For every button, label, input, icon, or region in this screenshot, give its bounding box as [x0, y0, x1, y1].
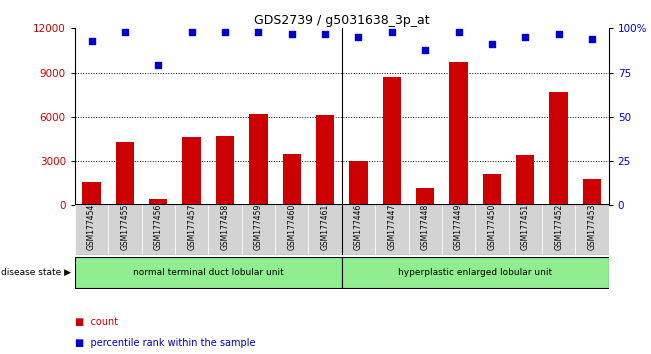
Bar [116, 142, 134, 205]
Bar [182, 137, 201, 205]
Bar [216, 136, 234, 205]
Point [120, 29, 130, 35]
Bar [83, 182, 101, 205]
Bar [483, 175, 501, 205]
Text: GSM177460: GSM177460 [287, 204, 296, 250]
Text: hyperplastic enlarged lobular unit: hyperplastic enlarged lobular unit [398, 268, 552, 277]
Bar [175, 204, 208, 255]
Point [286, 31, 297, 36]
Point [220, 29, 230, 35]
Bar [575, 204, 609, 255]
Text: GSM177457: GSM177457 [187, 204, 196, 250]
Bar [75, 204, 108, 255]
Bar [75, 257, 342, 288]
Bar [309, 204, 342, 255]
Point [186, 29, 197, 35]
Bar [416, 188, 434, 205]
Bar [275, 204, 309, 255]
Point [353, 34, 364, 40]
Bar [508, 204, 542, 255]
Point [487, 41, 497, 47]
Point [153, 63, 163, 68]
Text: ■  percentile rank within the sample: ■ percentile rank within the sample [75, 338, 255, 348]
Bar [342, 204, 375, 255]
Text: GSM177451: GSM177451 [521, 204, 530, 250]
Point [320, 31, 330, 36]
Point [553, 31, 564, 36]
Text: disease state ▶: disease state ▶ [1, 268, 71, 277]
Bar [350, 161, 368, 205]
Point [453, 29, 464, 35]
Text: GSM177454: GSM177454 [87, 204, 96, 250]
Bar [249, 114, 268, 205]
Bar [149, 199, 167, 205]
Bar [442, 204, 475, 255]
Bar [383, 77, 401, 205]
Bar [283, 154, 301, 205]
Text: GSM177449: GSM177449 [454, 204, 463, 250]
Bar [375, 204, 409, 255]
Title: GDS2739 / g5031638_3p_at: GDS2739 / g5031638_3p_at [254, 14, 430, 27]
Text: GSM177461: GSM177461 [320, 204, 329, 250]
Bar [583, 179, 601, 205]
Text: GSM177446: GSM177446 [354, 204, 363, 250]
Bar [549, 92, 568, 205]
Bar [542, 204, 575, 255]
Bar [449, 62, 467, 205]
Bar [142, 204, 175, 255]
Bar [475, 204, 508, 255]
Text: GSM177452: GSM177452 [554, 204, 563, 250]
Bar [208, 204, 242, 255]
Point [87, 38, 97, 44]
Text: ■  count: ■ count [75, 317, 118, 327]
Point [587, 36, 597, 42]
Point [387, 29, 397, 35]
Point [520, 34, 531, 40]
Text: normal terminal duct lobular unit: normal terminal duct lobular unit [133, 268, 284, 277]
Text: GSM177458: GSM177458 [221, 204, 230, 250]
Text: GSM177453: GSM177453 [587, 204, 596, 250]
Bar [516, 155, 534, 205]
Text: GSM177459: GSM177459 [254, 204, 263, 250]
Text: GSM177455: GSM177455 [120, 204, 130, 250]
Bar [342, 257, 609, 288]
Text: GSM177448: GSM177448 [421, 204, 430, 250]
Bar [409, 204, 442, 255]
Point [420, 47, 430, 52]
Text: GSM177447: GSM177447 [387, 204, 396, 250]
Bar [108, 204, 142, 255]
Text: GSM177456: GSM177456 [154, 204, 163, 250]
Bar [242, 204, 275, 255]
Text: GSM177450: GSM177450 [488, 204, 497, 250]
Bar [316, 115, 334, 205]
Point [253, 29, 264, 35]
